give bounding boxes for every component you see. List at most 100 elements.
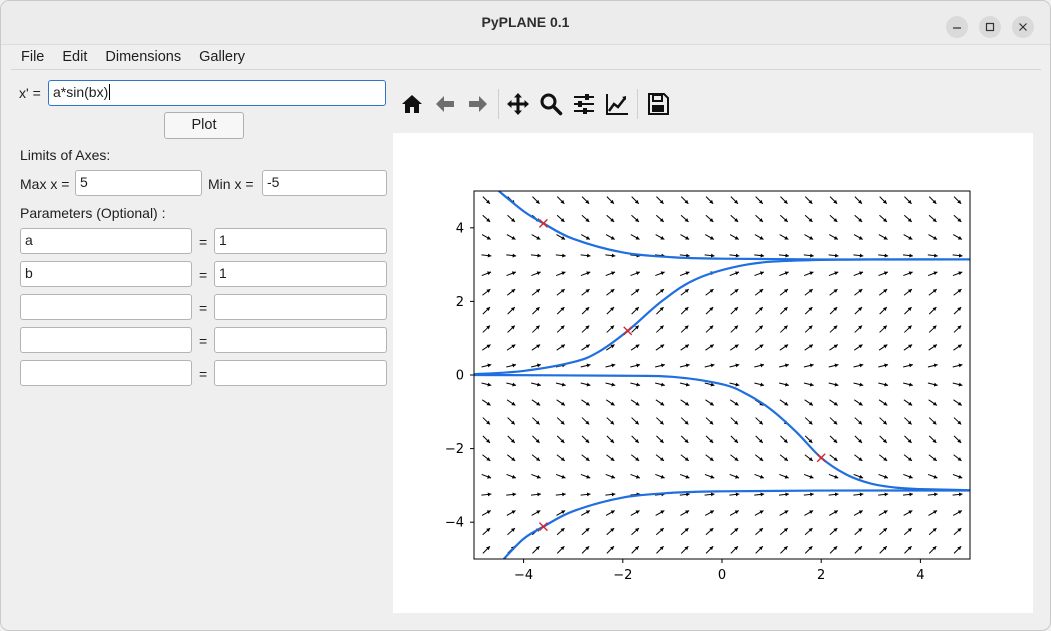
- param-value-input-2[interactable]: 1: [214, 261, 387, 287]
- vector-field-arrow: [779, 271, 789, 277]
- vector-field-arrow: [482, 325, 491, 333]
- vector-field-arrow: [780, 435, 788, 444]
- back-arrow-icon: [436, 96, 454, 112]
- max-x-input[interactable]: 5: [75, 170, 202, 196]
- vector-field-arrow: [928, 196, 937, 205]
- menu-gallery[interactable]: Gallery: [199, 49, 246, 65]
- vector-field-arrow: [581, 399, 591, 406]
- vector-field-arrow: [779, 527, 789, 536]
- vector-field-arrow: [803, 363, 814, 368]
- vector-field-arrow: [804, 214, 813, 223]
- param-equals-4: =: [199, 333, 208, 349]
- vector-field-arrow: [506, 492, 517, 497]
- pan-button[interactable]: [505, 91, 531, 117]
- menu-dimensions[interactable]: Dimensions: [105, 49, 182, 65]
- trajectory-curve: [498, 191, 970, 261]
- vector-field-arrow: [754, 454, 764, 462]
- menu-edit[interactable]: Edit: [62, 49, 88, 65]
- vector-field-arrow: [854, 214, 863, 223]
- vector-field-arrow: [804, 234, 814, 240]
- trajectory-curve: [502, 489, 970, 559]
- vector-field-arrow: [704, 473, 715, 479]
- vector-field-arrow: [506, 399, 516, 406]
- vector-field-arrow: [755, 435, 764, 444]
- vector-field-arrow: [655, 288, 665, 296]
- vector-field-arrow: [903, 473, 913, 479]
- vector-field-arrow: [704, 492, 715, 497]
- vector-field-arrow: [631, 435, 640, 444]
- vector-field-arrow: [878, 288, 888, 296]
- param-name-input-3[interactable]: [20, 294, 192, 320]
- vector-field-arrow: [729, 492, 740, 497]
- vector-field-arrow: [556, 288, 566, 296]
- vector-field-arrow: [853, 344, 863, 351]
- param-equals-3: =: [199, 300, 208, 316]
- plot-button[interactable]: Plot: [164, 112, 244, 139]
- vector-field-arrow: [903, 214, 913, 223]
- home-button[interactable]: [399, 91, 425, 117]
- vector-field-arrow: [680, 214, 689, 223]
- param-name-input-4[interactable]: [20, 327, 192, 353]
- vector-field-arrow: [927, 363, 938, 368]
- vector-field-arrow: [927, 271, 938, 277]
- vector-field-arrow: [507, 527, 516, 536]
- vector-field-arrow: [655, 454, 665, 462]
- vector-field-arrow: [903, 344, 913, 351]
- back-button[interactable]: [432, 91, 458, 117]
- vector-field-arrow: [630, 344, 640, 351]
- y-tick-label: 4: [456, 221, 464, 236]
- vector-field-arrow: [804, 196, 813, 205]
- vector-field-arrow: [481, 234, 491, 240]
- vector-field-arrow: [729, 234, 739, 240]
- vector-field-arrow: [953, 325, 962, 333]
- menu-file[interactable]: File: [21, 49, 45, 65]
- close-button[interactable]: [1012, 16, 1034, 38]
- vector-field-arrow: [879, 196, 888, 205]
- vector-field-arrow: [532, 545, 540, 554]
- maximize-icon: [985, 22, 995, 32]
- phase-plot[interactable]: −4 −2 0 2 4 −4 −2 0 2 4: [393, 133, 1033, 613]
- subplots-button[interactable]: [571, 91, 597, 117]
- vector-field-arrow: [804, 288, 814, 296]
- vector-field-arrow: [581, 435, 590, 444]
- param-name-input-1[interactable]: a: [20, 228, 192, 254]
- param-value-input-4[interactable]: [214, 327, 387, 353]
- toolbar-divider-2: [637, 89, 638, 119]
- param-name-input-2[interactable]: b: [20, 261, 192, 287]
- vector-field-arrow: [631, 306, 640, 315]
- param-name-input-5[interactable]: [20, 360, 192, 386]
- vector-field-arrow: [580, 363, 591, 368]
- vector-field-arrow: [679, 271, 690, 277]
- minimize-button[interactable]: [946, 16, 968, 38]
- vector-field-arrow: [556, 234, 566, 240]
- save-button[interactable]: [645, 91, 671, 117]
- vector-field-arrow: [556, 510, 566, 516]
- vector-field-arrow: [779, 288, 789, 296]
- vector-field-arrow: [507, 306, 516, 315]
- vector-field-arrow: [729, 253, 740, 258]
- plot-canvas[interactable]: −4 −2 0 2 4 −4 −2 0 2 4: [393, 133, 1033, 613]
- vector-field-arrow: [531, 234, 541, 240]
- forward-button[interactable]: [465, 91, 491, 117]
- param-value-input-1[interactable]: 1: [214, 228, 387, 254]
- vector-field-arrow: [631, 417, 640, 425]
- axes-edit-button[interactable]: [604, 91, 630, 117]
- vector-field-arrow: [705, 234, 715, 240]
- vector-field-arrow: [655, 344, 665, 351]
- y-tick-label: 0: [456, 369, 464, 384]
- vector-field-arrow: [755, 417, 764, 425]
- vector-field-arrow: [879, 417, 888, 425]
- zoom-button[interactable]: [538, 91, 564, 117]
- equation-input[interactable]: a*sin(bx): [48, 80, 386, 106]
- x-tick-label: −4: [514, 568, 533, 583]
- vector-field-arrow: [879, 527, 888, 536]
- vector-field-arrow: [854, 527, 863, 536]
- min-x-input[interactable]: -5: [262, 170, 387, 196]
- maximize-button[interactable]: [979, 16, 1001, 38]
- save-icon: [648, 93, 669, 115]
- x-tick-label: 0: [718, 568, 726, 583]
- vector-field-arrow: [952, 473, 963, 479]
- param-value-input-5[interactable]: [214, 360, 387, 386]
- vector-field-arrow: [606, 435, 615, 444]
- param-value-input-3[interactable]: [214, 294, 387, 320]
